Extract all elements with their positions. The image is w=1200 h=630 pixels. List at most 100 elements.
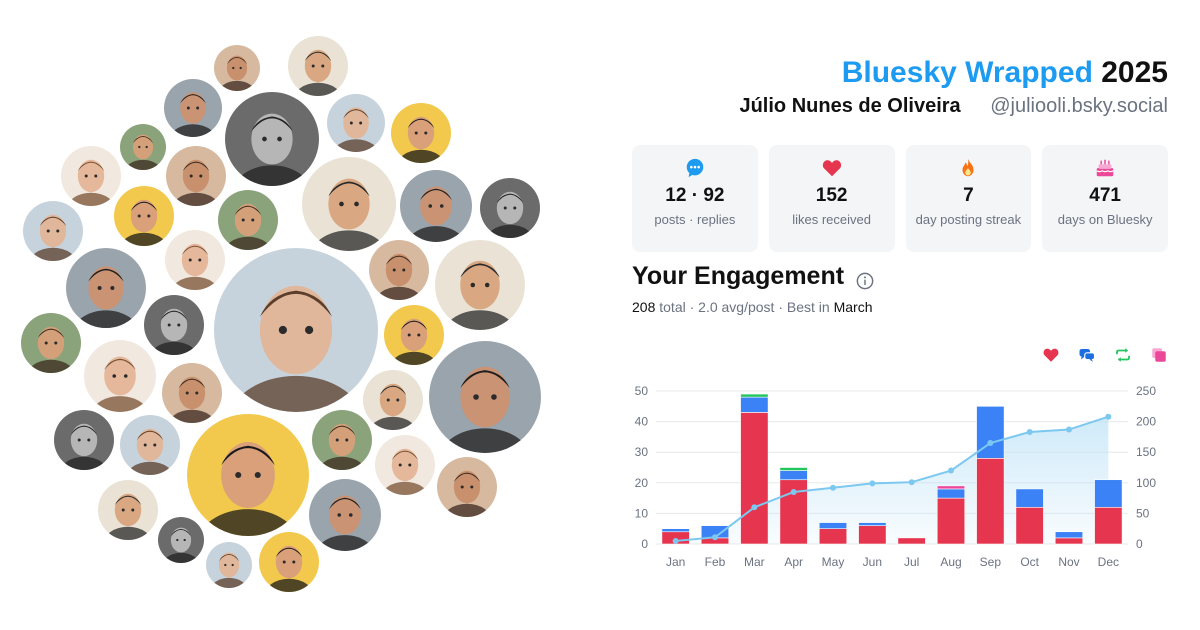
stat-value: 152 (815, 185, 848, 206)
quote-icon[interactable] (1150, 346, 1168, 369)
info-icon[interactable] (856, 268, 874, 289)
avatar (162, 77, 224, 139)
user-line: Júlio Nunes de Oliveira @juliooli.bsky.s… (739, 95, 1168, 118)
stat-value: 7 (963, 185, 974, 206)
y2-tick-label: 250 (1136, 384, 1156, 398)
heart-icon[interactable] (1042, 346, 1060, 369)
bar-segment (818, 522, 848, 530)
heart-icon (769, 157, 895, 179)
x-tick-label: Jul (904, 555, 919, 569)
avatar (52, 408, 116, 472)
avatar (64, 246, 148, 330)
avatar (163, 228, 227, 292)
engagement-best-prefix: Best in (786, 299, 830, 315)
x-tick-label: Jun (863, 555, 882, 569)
avatar (185, 412, 311, 538)
cumulative-point (948, 467, 954, 474)
bar-segment (740, 393, 769, 398)
year-label: 2025 (1101, 56, 1168, 89)
bar-segment (1015, 506, 1044, 545)
avatar (398, 168, 474, 244)
avatar (142, 293, 206, 357)
avatar (156, 515, 206, 565)
engagement-chart: 0 10 20 30 40 50 0 50 100 150 200 250 Jan Feb Mar Apr Ma… (635, 384, 1157, 569)
stat-card-posts: 12 · 92 posts · replies (632, 145, 758, 252)
bar-segment (779, 467, 808, 471)
engagement-best-month: March (833, 299, 873, 315)
bar-segment (1015, 488, 1044, 508)
stat-label: days on Bluesky (1057, 212, 1153, 227)
avatar (19, 311, 83, 375)
avatar (212, 43, 262, 93)
x-tick-label: Mar (744, 555, 765, 569)
cake-icon (1042, 157, 1168, 179)
cumulative-point (830, 484, 836, 491)
avatar (300, 155, 398, 253)
avatar (257, 530, 321, 594)
bar-segment (1054, 537, 1084, 545)
avatar (21, 199, 85, 263)
bar-segment (661, 528, 690, 533)
cumulative-point (790, 488, 797, 495)
bar-segment (818, 528, 848, 545)
bar-segment (858, 522, 887, 526)
y-tick-label: 20 (635, 476, 649, 490)
avatar (307, 477, 383, 553)
engagement-title: Your Engagement (632, 262, 845, 290)
y2-tick-label: 50 (1136, 506, 1150, 520)
stat-value: 471 (1089, 185, 1121, 206)
y-tick-label: 0 (641, 537, 648, 551)
x-tick-label: Oct (1020, 555, 1039, 569)
wrapped-panel: Bluesky Wrapped 2025 Júlio Nunes de Oliv… (620, 0, 1180, 630)
bar-segment (858, 525, 887, 545)
avatar (82, 338, 158, 414)
stat-card-streak: 7 day posting streak (905, 145, 1032, 252)
engagement-total-label: total (659, 299, 686, 315)
bar-segment (1094, 506, 1123, 545)
cumulative-line (675, 415, 1109, 542)
avatar (212, 246, 380, 414)
x-tick-label: Nov (1058, 555, 1079, 569)
x-tick-label: Jan (666, 555, 685, 569)
x-tick-label: Feb (705, 555, 726, 569)
stat-card-likes: 152 likes received (768, 145, 895, 252)
avatar (164, 144, 228, 208)
avatar (310, 408, 374, 472)
avatar (118, 413, 182, 477)
y2-tick-label: 200 (1136, 415, 1156, 429)
bar-segment (740, 412, 769, 545)
user-handle: @juliooli.bsky.social (990, 95, 1168, 117)
avatar (223, 90, 321, 188)
bar-segment (936, 485, 966, 490)
reply-icon[interactable] (1078, 346, 1096, 369)
cumulative-point (751, 504, 758, 511)
y-tick-label: 50 (635, 384, 649, 398)
avatar (427, 339, 543, 455)
chat-bubble-icon (632, 157, 758, 179)
cumulative-point (869, 480, 876, 487)
bar-segment (897, 537, 926, 545)
repost-icon[interactable] (1114, 346, 1132, 369)
avatar (478, 176, 542, 240)
cumulative-point (908, 479, 915, 486)
y-tick-label: 40 (635, 415, 649, 429)
avatar (118, 122, 168, 172)
engagement-average: 2.0 avg/post (698, 299, 775, 315)
stat-label: posts · replies (654, 212, 736, 227)
bar-segment (740, 396, 769, 413)
avatar (361, 368, 425, 432)
avatar (216, 188, 280, 252)
engagement-heading: Your Engagement (632, 262, 874, 291)
y2-tick-label: 150 (1136, 445, 1156, 459)
flame-icon (906, 157, 1032, 179)
bar-segment (1094, 479, 1123, 508)
cumulative-point (1026, 429, 1033, 436)
x-tick-label: Sep (980, 555, 1002, 569)
avatar (204, 540, 254, 590)
cumulative-point (1105, 413, 1112, 420)
x-tick-label: May (822, 555, 845, 569)
bar-segment (1054, 531, 1084, 539)
avatar (367, 238, 431, 302)
bar-segment (936, 497, 966, 545)
stats-row: 12 · 92 posts · replies 152 likes receiv… (632, 145, 1168, 252)
